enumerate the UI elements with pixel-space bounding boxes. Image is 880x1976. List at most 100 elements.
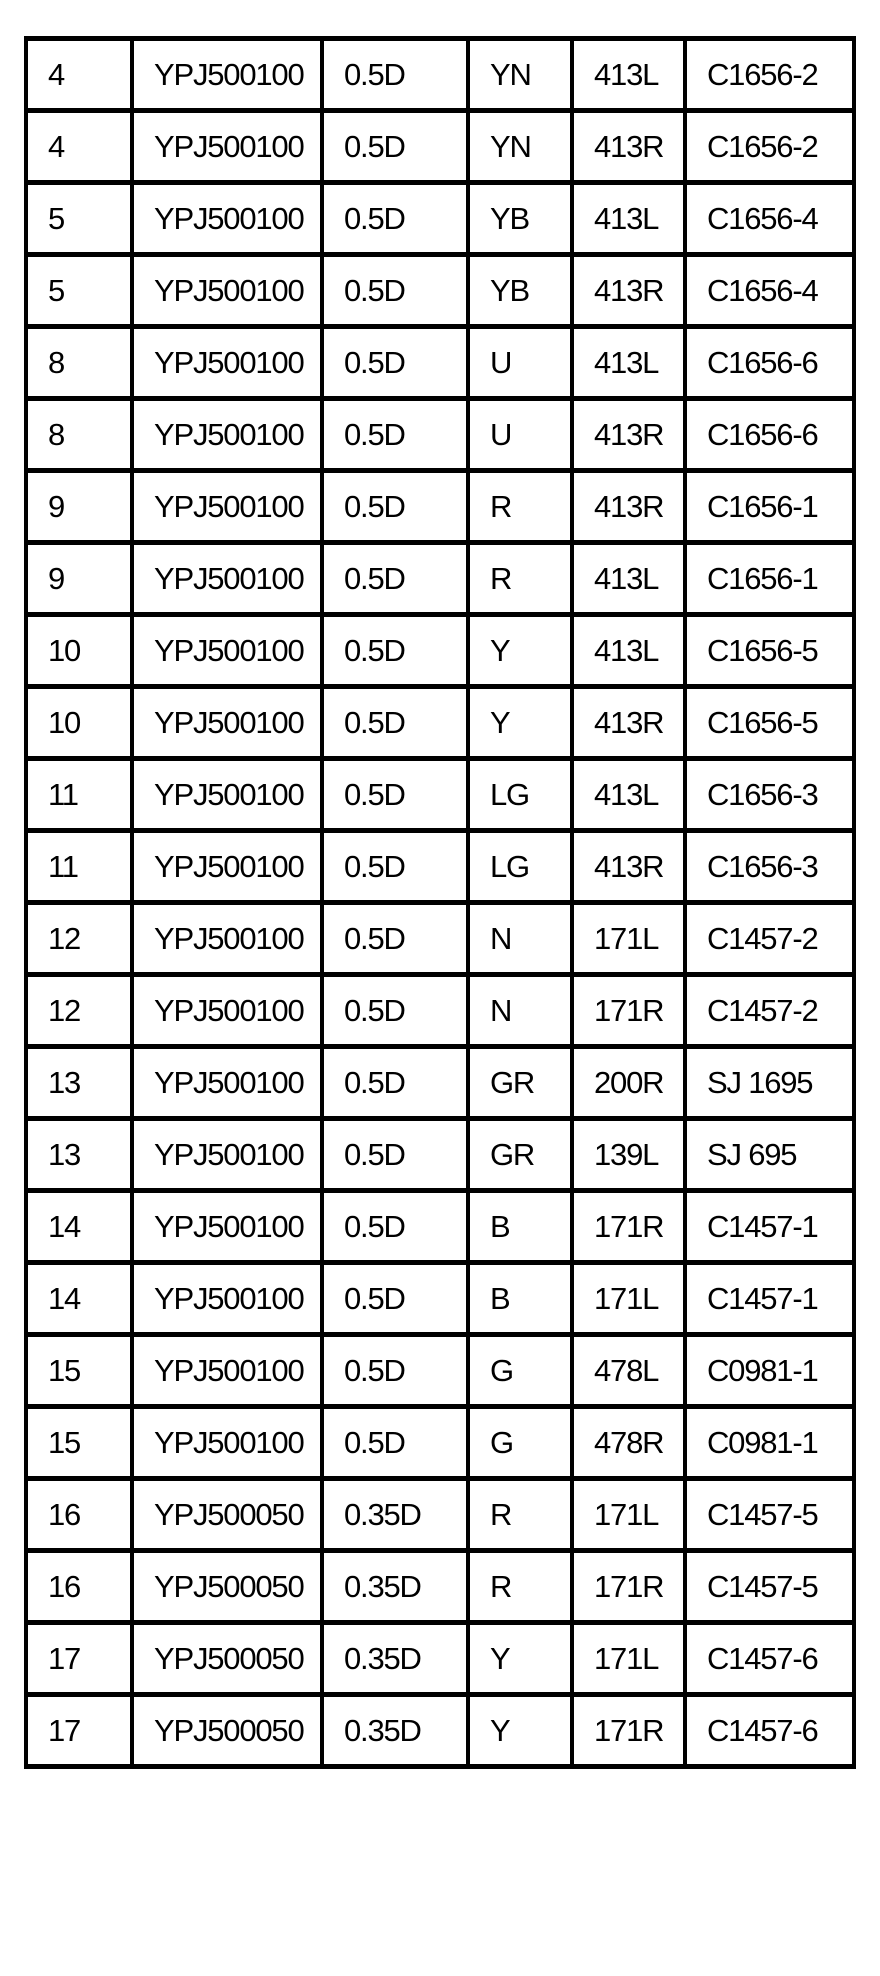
part-number-cell: YPJ500100 [130, 180, 324, 257]
color-cell: R [466, 1548, 574, 1625]
connection-cell: 413R [570, 684, 687, 761]
part-number-cell: YPJ500100 [130, 324, 324, 401]
connection-cell: 413R [570, 108, 687, 185]
part-number-cell: YPJ500100 [130, 540, 324, 617]
part-number-cell: YPJ500050 [130, 1476, 324, 1553]
pin-cell: 17 [24, 1692, 134, 1769]
pin-cell: 12 [24, 900, 134, 977]
pin-cell: 11 [24, 756, 134, 833]
color-cell: LG [466, 828, 574, 905]
pin-cell: 11 [24, 828, 134, 905]
connection-cell: 200R [570, 1044, 687, 1121]
color-cell: R [466, 540, 574, 617]
pin-cell: 14 [24, 1260, 134, 1337]
circuit-cell: C1457-1 [683, 1188, 856, 1265]
wire-size-cell: 0.5D [320, 108, 470, 185]
connection-cell: 413R [570, 396, 687, 473]
connection-cell: 171R [570, 1188, 687, 1265]
table-row: 12 YPJ500100 0.5D N 171L C1457-2 [24, 900, 856, 977]
connection-cell: 139L [570, 1116, 687, 1193]
connection-cell: 171L [570, 1620, 687, 1697]
part-number-cell: YPJ500100 [130, 1044, 324, 1121]
wire-size-cell: 0.5D [320, 1188, 470, 1265]
part-number-cell: YPJ500100 [130, 1188, 324, 1265]
circuit-cell: C1656-6 [683, 324, 856, 401]
part-number-cell: YPJ500100 [130, 252, 324, 329]
wire-size-cell: 0.35D [320, 1620, 470, 1697]
pin-cell: 16 [24, 1548, 134, 1625]
circuit-cell: C1656-5 [683, 612, 856, 689]
wire-size-cell: 0.5D [320, 756, 470, 833]
wire-size-cell: 0.5D [320, 540, 470, 617]
table-row: 9 YPJ500100 0.5D R 413R C1656-1 [24, 468, 856, 545]
connection-cell: 171R [570, 1692, 687, 1769]
connection-cell: 171L [570, 1260, 687, 1337]
circuit-cell: C0981-1 [683, 1404, 856, 1481]
circuit-cell: C1656-4 [683, 252, 856, 329]
pin-cell: 5 [24, 252, 134, 329]
connection-cell: 171L [570, 900, 687, 977]
circuit-cell: C1457-6 [683, 1620, 856, 1697]
color-cell: U [466, 324, 574, 401]
table-row: 4 YPJ500100 0.5D YN 413R C1656-2 [24, 108, 856, 185]
table-row: 10 YPJ500100 0.5D Y 413R C1656-5 [24, 684, 856, 761]
connection-cell: 413L [570, 36, 687, 113]
table-row: 8 YPJ500100 0.5D U 413L C1656-6 [24, 324, 856, 401]
table-row: 5 YPJ500100 0.5D YB 413L C1656-4 [24, 180, 856, 257]
pin-cell: 9 [24, 540, 134, 617]
part-number-cell: YPJ500100 [130, 468, 324, 545]
circuit-cell: C1457-5 [683, 1548, 856, 1625]
circuit-cell: C1656-1 [683, 540, 856, 617]
color-cell: Y [466, 1692, 574, 1769]
pin-cell: 16 [24, 1476, 134, 1553]
pin-cell: 10 [24, 612, 134, 689]
circuit-cell: C1656-1 [683, 468, 856, 545]
table-row: 9 YPJ500100 0.5D R 413L C1656-1 [24, 540, 856, 617]
connection-cell: 413R [570, 828, 687, 905]
pin-cell: 15 [24, 1332, 134, 1409]
color-cell: YN [466, 108, 574, 185]
circuit-cell: C1656-6 [683, 396, 856, 473]
pin-cell: 14 [24, 1188, 134, 1265]
table-row: 8 YPJ500100 0.5D U 413R C1656-6 [24, 396, 856, 473]
table-row: 14 YPJ500100 0.5D B 171L C1457-1 [24, 1260, 856, 1337]
part-number-cell: YPJ500100 [130, 900, 324, 977]
connection-cell: 413L [570, 324, 687, 401]
table-row: 5 YPJ500100 0.5D YB 413R C1656-4 [24, 252, 856, 329]
wire-size-cell: 0.5D [320, 1116, 470, 1193]
circuit-cell: SJ 695 [683, 1116, 856, 1193]
pin-cell: 13 [24, 1044, 134, 1121]
color-cell: YB [466, 252, 574, 329]
circuit-cell: C1457-1 [683, 1260, 856, 1337]
connection-cell: 171L [570, 1476, 687, 1553]
wire-size-cell: 0.35D [320, 1692, 470, 1769]
circuit-cell: C1457-5 [683, 1476, 856, 1553]
wire-size-cell: 0.5D [320, 900, 470, 977]
table-row: 16 YPJ500050 0.35D R 171L C1457-5 [24, 1476, 856, 1553]
pin-cell: 4 [24, 36, 134, 113]
pin-cell: 10 [24, 684, 134, 761]
pin-cell: 4 [24, 108, 134, 185]
pin-cell: 12 [24, 972, 134, 1049]
table-row: 11 YPJ500100 0.5D LG 413L C1656-3 [24, 756, 856, 833]
table-row: 4 YPJ500100 0.5D YN 413L C1656-2 [24, 36, 856, 113]
color-cell: YB [466, 180, 574, 257]
wire-size-cell: 0.5D [320, 1404, 470, 1481]
color-cell: Y [466, 684, 574, 761]
part-number-cell: YPJ500100 [130, 756, 324, 833]
part-number-cell: YPJ500100 [130, 1332, 324, 1409]
table-row: 13 YPJ500100 0.5D GR 200R SJ 1695 [24, 1044, 856, 1121]
part-number-cell: YPJ500100 [130, 1404, 324, 1481]
circuit-cell: SJ 1695 [683, 1044, 856, 1121]
part-number-cell: YPJ500100 [130, 108, 324, 185]
circuit-cell: C1656-2 [683, 36, 856, 113]
wire-size-cell: 0.5D [320, 612, 470, 689]
wire-size-cell: 0.35D [320, 1476, 470, 1553]
table-row: 16 YPJ500050 0.35D R 171R C1457-5 [24, 1548, 856, 1625]
connection-cell: 413L [570, 612, 687, 689]
color-cell: GR [466, 1116, 574, 1193]
color-cell: B [466, 1260, 574, 1337]
part-number-cell: YPJ500100 [130, 396, 324, 473]
part-number-cell: YPJ500050 [130, 1548, 324, 1625]
wire-size-cell: 0.35D [320, 1548, 470, 1625]
